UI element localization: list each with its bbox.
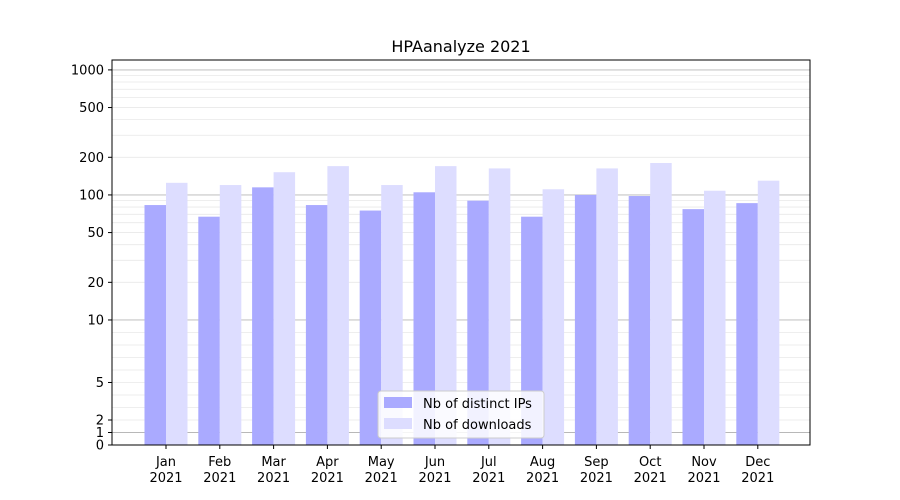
- y-tick-label: 10: [87, 313, 104, 328]
- y-tick-label: 1000: [71, 63, 104, 78]
- x-tick-label: Mar 2021: [257, 455, 290, 486]
- legend-label: Nb of downloads: [423, 418, 532, 433]
- y-tick-label: 500: [79, 101, 104, 116]
- y-tick-label: 200: [79, 151, 104, 166]
- y-tick-label: 50: [87, 226, 104, 241]
- plot-frame: [111, 59, 811, 446]
- bar-distinct-ips: [413, 192, 435, 445]
- bar-downloads: [488, 168, 511, 445]
- x-axis: Jan 2021 Feb 2021 Mar 2021 Apr 2021 May 2021 Jun 20…: [149, 445, 774, 486]
- bar-distinct-ips: [736, 203, 758, 445]
- y-tick-label: 2: [96, 413, 104, 428]
- x-tick-label: Jul 2021: [472, 455, 505, 486]
- bar-downloads: [327, 166, 349, 445]
- bar-downloads: [166, 182, 188, 445]
- y-tick-label: 1: [96, 426, 104, 441]
- bar-downloads: [381, 185, 403, 445]
- legend-box: [377, 390, 545, 439]
- bar-downloads: [273, 172, 296, 446]
- legend-swatch: [384, 418, 412, 429]
- bar-distinct-ips: [144, 205, 166, 445]
- x-tick-label: Feb 2021: [203, 455, 236, 486]
- legend-swatch: [384, 397, 412, 408]
- bar-distinct-ips: [628, 196, 651, 445]
- x-tick-label: Apr 2021: [311, 455, 344, 486]
- bar-downloads: [542, 189, 565, 445]
- y-tick-label: 0: [96, 439, 104, 454]
- bar-downloads: [650, 163, 672, 445]
- x-tick-label: Aug 2021: [526, 455, 559, 486]
- x-tick-label: May 2021: [365, 455, 398, 486]
- y-axis: 012 5 10 20 50 100 200 500 1000: [71, 63, 112, 454]
- x-tick-label: Oct 2021: [634, 455, 667, 486]
- bars: [144, 163, 780, 446]
- legend: Nb of distinct IPs Nb of downloads: [377, 390, 545, 439]
- bar-distinct-ips: [682, 209, 704, 445]
- y-tick-label: 100: [79, 188, 104, 203]
- x-tick-label: Dec 2021: [741, 455, 774, 486]
- legend-label: Nb of distinct IPs: [423, 397, 532, 412]
- bar-downloads: [435, 166, 457, 445]
- x-tick-label: Nov 2021: [687, 455, 720, 486]
- bar-distinct-ips: [574, 194, 597, 445]
- bar-downloads: [757, 180, 780, 445]
- bar-distinct-ips: [252, 187, 274, 445]
- bar-distinct-ips: [198, 216, 220, 445]
- bar-distinct-ips: [359, 210, 382, 445]
- chart-title: HPAanalyze 2021: [391, 37, 530, 56]
- y-tick-label: 20: [87, 276, 104, 291]
- bar-downloads: [596, 168, 618, 445]
- bar-downloads: [704, 190, 726, 445]
- x-tick-label: Sep 2021: [580, 455, 613, 486]
- bar-distinct-ips: [305, 205, 328, 445]
- x-tick-label: Jan 2021: [149, 455, 182, 486]
- bar-distinct-ips: [467, 200, 489, 445]
- x-tick-label: Jun 2021: [418, 455, 451, 486]
- y-tick-label: 5: [96, 376, 104, 391]
- bar-distinct-ips: [521, 216, 543, 445]
- bar-downloads: [219, 185, 242, 445]
